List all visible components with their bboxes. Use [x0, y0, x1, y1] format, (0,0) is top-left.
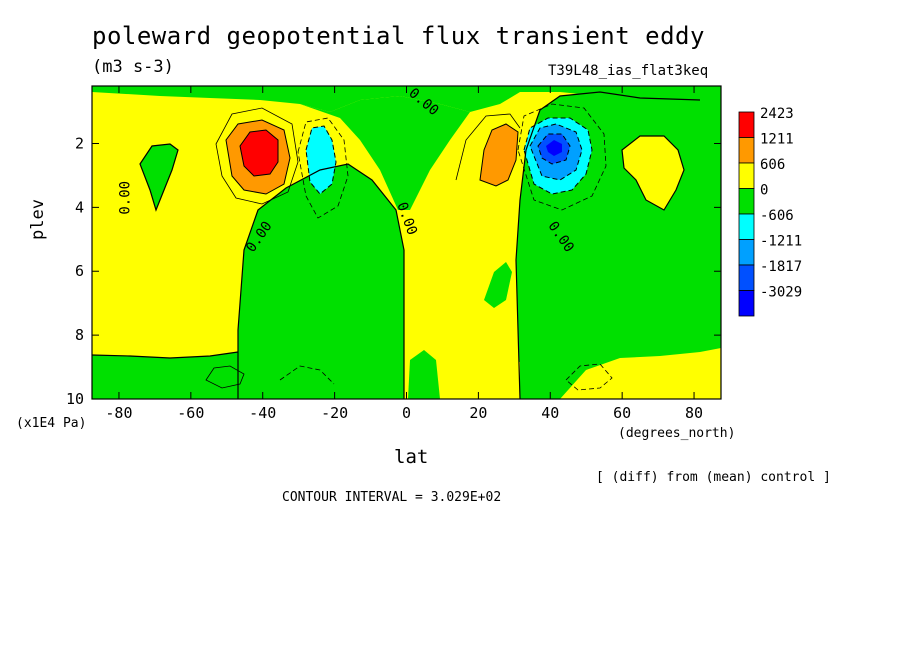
run-label: T39L48_ias_flat3keq: [548, 63, 709, 79]
contour-line: [139, 143, 179, 212]
legend-swatch: [738, 162, 755, 189]
field-negative-cyan: [306, 126, 336, 194]
x-tick-label: 20: [469, 404, 487, 422]
contour-line: [91, 351, 239, 359]
contour-line: [279, 365, 335, 385]
field-positive-band: [560, 348, 721, 399]
legend-swatch: [738, 264, 755, 291]
contour-line: [225, 119, 291, 195]
field-positive-band: [440, 356, 520, 399]
contour-line: [621, 135, 685, 211]
legend-label: -1211: [760, 234, 802, 250]
contour-line: [515, 91, 701, 400]
x-tick-label: -20: [321, 404, 348, 422]
y-tick-label: 8: [75, 326, 84, 344]
field-negative-band: [238, 164, 404, 399]
legend-label: -1817: [760, 259, 802, 275]
legend-label: 2423: [760, 106, 794, 122]
contour-line: [305, 125, 337, 195]
y-tick-label: 2: [75, 134, 84, 152]
field-negative-band: [300, 96, 470, 210]
y-axis-units: (x1E4 Pa): [16, 416, 87, 431]
legend-swatch: [738, 188, 755, 215]
contour-line: [479, 123, 519, 187]
contour-value-label: 0.00: [118, 181, 134, 215]
legend-label: -3029: [760, 285, 802, 301]
contour-line: [297, 117, 349, 219]
contour-line: [215, 107, 299, 205]
field-negative-band: [92, 86, 721, 112]
field-secondary-orange: [480, 124, 518, 186]
contour-line: [529, 123, 583, 181]
x-tick-label: -60: [177, 404, 204, 422]
legend-swatch: [738, 111, 755, 138]
contour-line: [237, 163, 405, 399]
x-tick-label: -40: [249, 404, 276, 422]
contour-line: [537, 133, 571, 165]
x-tick-label: 0: [402, 404, 411, 422]
x-tick-label: 80: [685, 404, 703, 422]
y-axis: 2 4 6 8 10: [66, 134, 721, 408]
y-tick-label: 10: [66, 390, 84, 408]
contour-lines: [91, 91, 701, 400]
field-positive-band: [622, 136, 684, 210]
legend-swatch: [738, 239, 755, 266]
x-tick-label: 40: [541, 404, 559, 422]
contour-line: [205, 365, 245, 389]
field-negative-band: [484, 262, 512, 308]
contour-line: [517, 103, 607, 211]
x-axis-units: (degrees_north): [618, 426, 736, 441]
legend-swatch: [738, 213, 755, 240]
legend-label: -606: [760, 208, 794, 224]
legend-swatch: [738, 137, 755, 164]
legend: 2423 1211 606 0 -606 -1211 -1817 -3029: [738, 106, 802, 317]
x-axis: -80 -60 -40 -20 0 20 40 60 80: [105, 86, 703, 422]
field-maximum-red: [240, 130, 278, 176]
x-tick-label: 60: [613, 404, 631, 422]
legend-label: 0: [760, 183, 768, 199]
contour-line: [523, 117, 593, 195]
legend-label: 1211: [760, 132, 794, 148]
legend-swatch: [738, 290, 755, 317]
shaded-field: [92, 86, 721, 399]
y-tick-label: 6: [75, 262, 84, 280]
diff-note: [ (diff) from (mean) control ]: [596, 470, 831, 485]
x-axis-label: lat: [394, 446, 429, 468]
x-tick-label: -80: [105, 404, 132, 422]
contour-line: [239, 129, 279, 177]
field-negative-band: [408, 350, 440, 399]
legend-label: 606: [760, 157, 785, 173]
chart-units: (m3 s-3): [92, 57, 174, 77]
chart-title: poleward geopotential flux transient edd…: [92, 22, 705, 50]
contour-line: [565, 363, 613, 391]
field-minimum-dark-blue: [546, 140, 562, 156]
contour-line: [455, 113, 521, 181]
contour-interval: CONTOUR INTERVAL = 3.029E+02: [282, 490, 502, 505]
field-negative-band: [140, 144, 178, 210]
y-tick-label: 4: [75, 198, 84, 216]
field-negative-band: [92, 352, 238, 399]
